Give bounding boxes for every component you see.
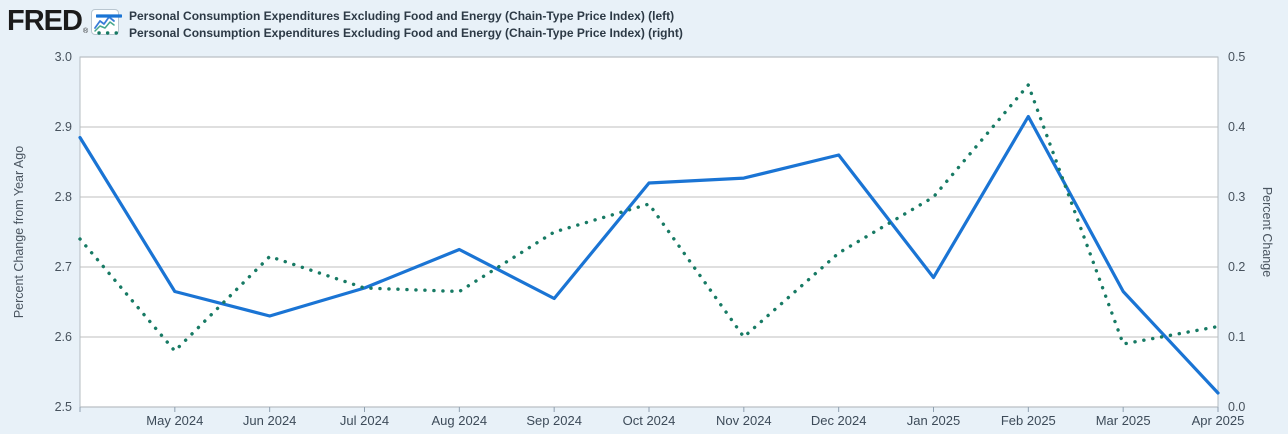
y-axis-tick-label-right: 0.2 (1228, 260, 1246, 274)
x-axis-tick-label: Sep 2024 (526, 413, 582, 428)
y-axis-tick-label-left: 2.5 (54, 400, 72, 414)
chart-header: FRED ® (7, 5, 120, 37)
series-line-right (78, 83, 1220, 353)
chart-legend: Personal Consumption Expenditures Exclud… (96, 7, 683, 41)
legend-label-right-series: Personal Consumption Expenditures Exclud… (129, 25, 683, 40)
y-axis-tick-label-right: 0.3 (1228, 190, 1246, 204)
x-axis-tick-label: Aug 2024 (431, 413, 488, 428)
y-axis-tick-label-left: 2.8 (54, 190, 72, 204)
legend-item-left-series: Personal Consumption Expenditures Exclud… (96, 7, 683, 24)
x-axis-tick-label: Jan 2025 (906, 413, 961, 428)
x-axis-tick-label: Nov 2024 (716, 413, 772, 428)
legend-item-right-series: Personal Consumption Expenditures Exclud… (96, 24, 683, 41)
plot-area-background (80, 57, 1218, 407)
dotted-line-swatch (97, 30, 122, 35)
series-line-left (78, 114, 1220, 395)
x-axis-tick-label: Jun 2024 (242, 413, 297, 428)
fred-logo[interactable]: FRED (7, 5, 83, 37)
y-axis-tick-label-left: 3.0 (54, 50, 72, 64)
solid-line-swatch (96, 13, 122, 18)
left-axis-title: Percent Change from Year Ago (12, 145, 26, 319)
x-axis-tick-label: May 2024 (146, 413, 204, 428)
fred-sparkline-icon[interactable] (91, 9, 120, 35)
y-axis-tick-label-right: 0.5 (1228, 50, 1246, 64)
y-axis-tick-label-left: 2.7 (54, 260, 72, 274)
y-axis-tick-label-left: 2.6 (54, 330, 72, 344)
registered-mark: ® (82, 28, 89, 35)
x-axis-tick-label: Jul 2024 (339, 413, 390, 428)
y-axis-tick-label-right: 0.4 (1228, 120, 1246, 134)
y-axis-tick-label-right: 0.0 (1228, 400, 1246, 414)
x-axis-tick-label: Oct 2024 (622, 413, 676, 428)
x-axis-tick-label: Feb 2025 (1000, 413, 1056, 428)
y-axis-tick-label-right: 0.1 (1228, 330, 1246, 344)
x-axis-tick-label: Dec 2024 (810, 413, 867, 428)
legend-label-left-series: Personal Consumption Expenditures Exclud… (129, 8, 675, 23)
y-axis-tick-label-left: 2.9 (54, 120, 72, 134)
x-axis-tick-label: Mar 2025 (1095, 413, 1151, 428)
x-axis-tick-label: Apr 2025 (1191, 413, 1245, 428)
